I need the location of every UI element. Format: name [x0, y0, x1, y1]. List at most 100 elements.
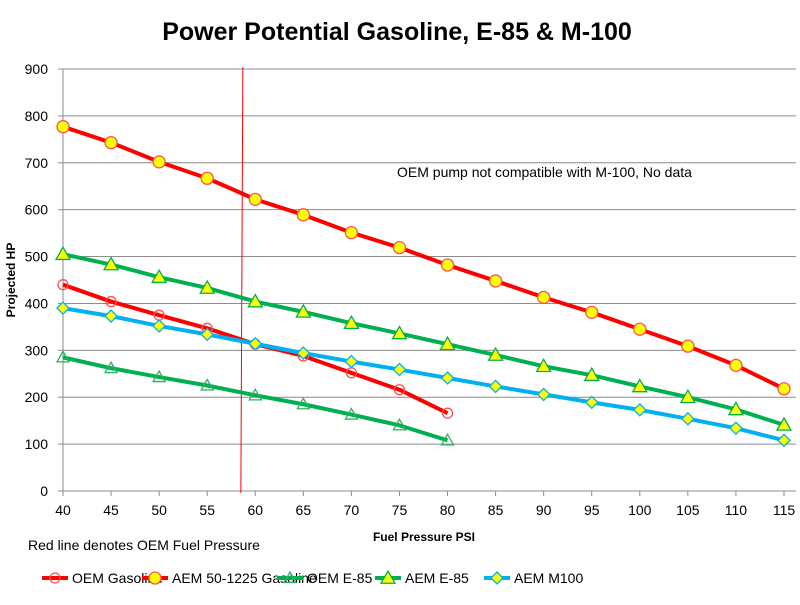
legend-label: OEM Gasoline	[72, 570, 163, 586]
legend-marker	[282, 570, 298, 584]
data-point	[105, 295, 117, 308]
data-point	[583, 366, 600, 382]
series-group	[54, 120, 793, 448]
data-point	[393, 384, 406, 396]
data-point	[54, 245, 72, 261]
legend-label: AEM M100	[514, 570, 583, 586]
chart-title: Power Potential Gasoline, E-85 & M-100	[162, 18, 632, 46]
data-point	[439, 335, 456, 351]
data-point	[104, 135, 118, 150]
data-point	[102, 256, 120, 271]
data-point	[200, 171, 214, 185]
legend-item: AEM 50-1225 Gasoline	[142, 570, 317, 586]
data-point	[440, 371, 455, 385]
x-tick-label: 40	[55, 502, 71, 518]
data-point	[55, 350, 71, 363]
y-tick-label: 800	[25, 108, 49, 124]
data-point	[248, 192, 262, 207]
data-point	[631, 378, 648, 393]
data-point	[537, 290, 551, 304]
data-point	[727, 401, 745, 416]
data-point	[729, 421, 743, 436]
data-point	[343, 314, 360, 330]
data-point	[391, 325, 408, 340]
data-point	[152, 319, 167, 333]
data-point	[488, 379, 503, 394]
data-point	[680, 411, 695, 426]
y-tick-label: 200	[25, 389, 49, 405]
legend-marker	[379, 569, 397, 584]
data-point	[248, 336, 263, 351]
data-point	[777, 382, 791, 396]
annotation-note: OEM pump not compatible with M-100, No d…	[397, 164, 692, 180]
data-point	[632, 402, 647, 417]
x-tick-label: 80	[440, 502, 456, 518]
data-point	[295, 303, 312, 318]
data-point	[103, 360, 119, 374]
data-point	[247, 293, 264, 308]
y-tick-label: 100	[25, 436, 49, 452]
x-tick-label: 75	[392, 502, 408, 518]
x-tick-label: 110	[725, 502, 748, 518]
legend-marker	[49, 572, 61, 584]
series-line	[62, 306, 785, 443]
x-tick-label: 55	[199, 502, 215, 518]
x-tick-label: 70	[344, 502, 360, 518]
x-tick-label: 95	[584, 502, 600, 518]
y-tick-label: 600	[25, 202, 49, 218]
data-point	[777, 433, 791, 448]
data-point	[487, 346, 504, 361]
data-point	[199, 279, 216, 294]
series-line	[62, 355, 449, 443]
data-point	[296, 396, 311, 410]
y-tick-label: 0	[40, 483, 48, 499]
legend-item: OEM Gasoline	[42, 570, 163, 586]
series-line	[62, 252, 785, 427]
data-point	[296, 208, 310, 222]
legend-label: AEM 50-1225 Gasoline	[172, 570, 317, 586]
series-aem-m100	[56, 301, 791, 448]
data-point	[392, 240, 407, 255]
legend-label: OEM E-85	[307, 570, 373, 586]
data-point	[775, 416, 793, 431]
data-point	[585, 305, 599, 320]
x-tick-label: 115	[773, 502, 796, 518]
data-point	[296, 346, 311, 361]
data-point	[56, 301, 70, 316]
x-tick-label: 90	[536, 502, 552, 518]
data-point	[633, 322, 647, 336]
legend-item: OEM E-85	[277, 570, 373, 586]
legend-item: AEM M100	[484, 570, 583, 586]
x-tick-label: 85	[488, 502, 504, 518]
x-tick-label: 60	[247, 502, 263, 518]
y-tick-label: 700	[25, 155, 49, 171]
x-tick-label: 100	[628, 502, 652, 518]
data-point	[56, 120, 70, 134]
data-point	[200, 378, 215, 391]
data-point	[152, 369, 167, 383]
x-axis-label: Fuel Pressure PSI	[373, 530, 475, 544]
data-point	[536, 387, 551, 402]
data-point	[584, 395, 599, 410]
data-point	[344, 354, 359, 369]
y-tick-label: 500	[25, 249, 49, 265]
x-tick-label: 45	[103, 502, 119, 518]
data-point	[392, 418, 407, 431]
data-point	[488, 274, 503, 288]
y-tick-label: 400	[25, 295, 49, 311]
data-point	[248, 388, 263, 401]
x-tick-label: 65	[296, 502, 312, 518]
series-line	[62, 124, 785, 391]
y-axis-label: Projected HP	[4, 243, 18, 318]
data-point	[392, 362, 407, 377]
data-point	[104, 309, 118, 324]
data-point	[151, 268, 168, 284]
y-tick-label: 900	[25, 61, 49, 77]
data-point	[440, 258, 455, 272]
series-aem-50-1225-gasoline	[56, 120, 791, 396]
data-point	[441, 407, 454, 419]
data-point	[344, 407, 359, 420]
legend-label: AEM E-85	[405, 570, 469, 586]
